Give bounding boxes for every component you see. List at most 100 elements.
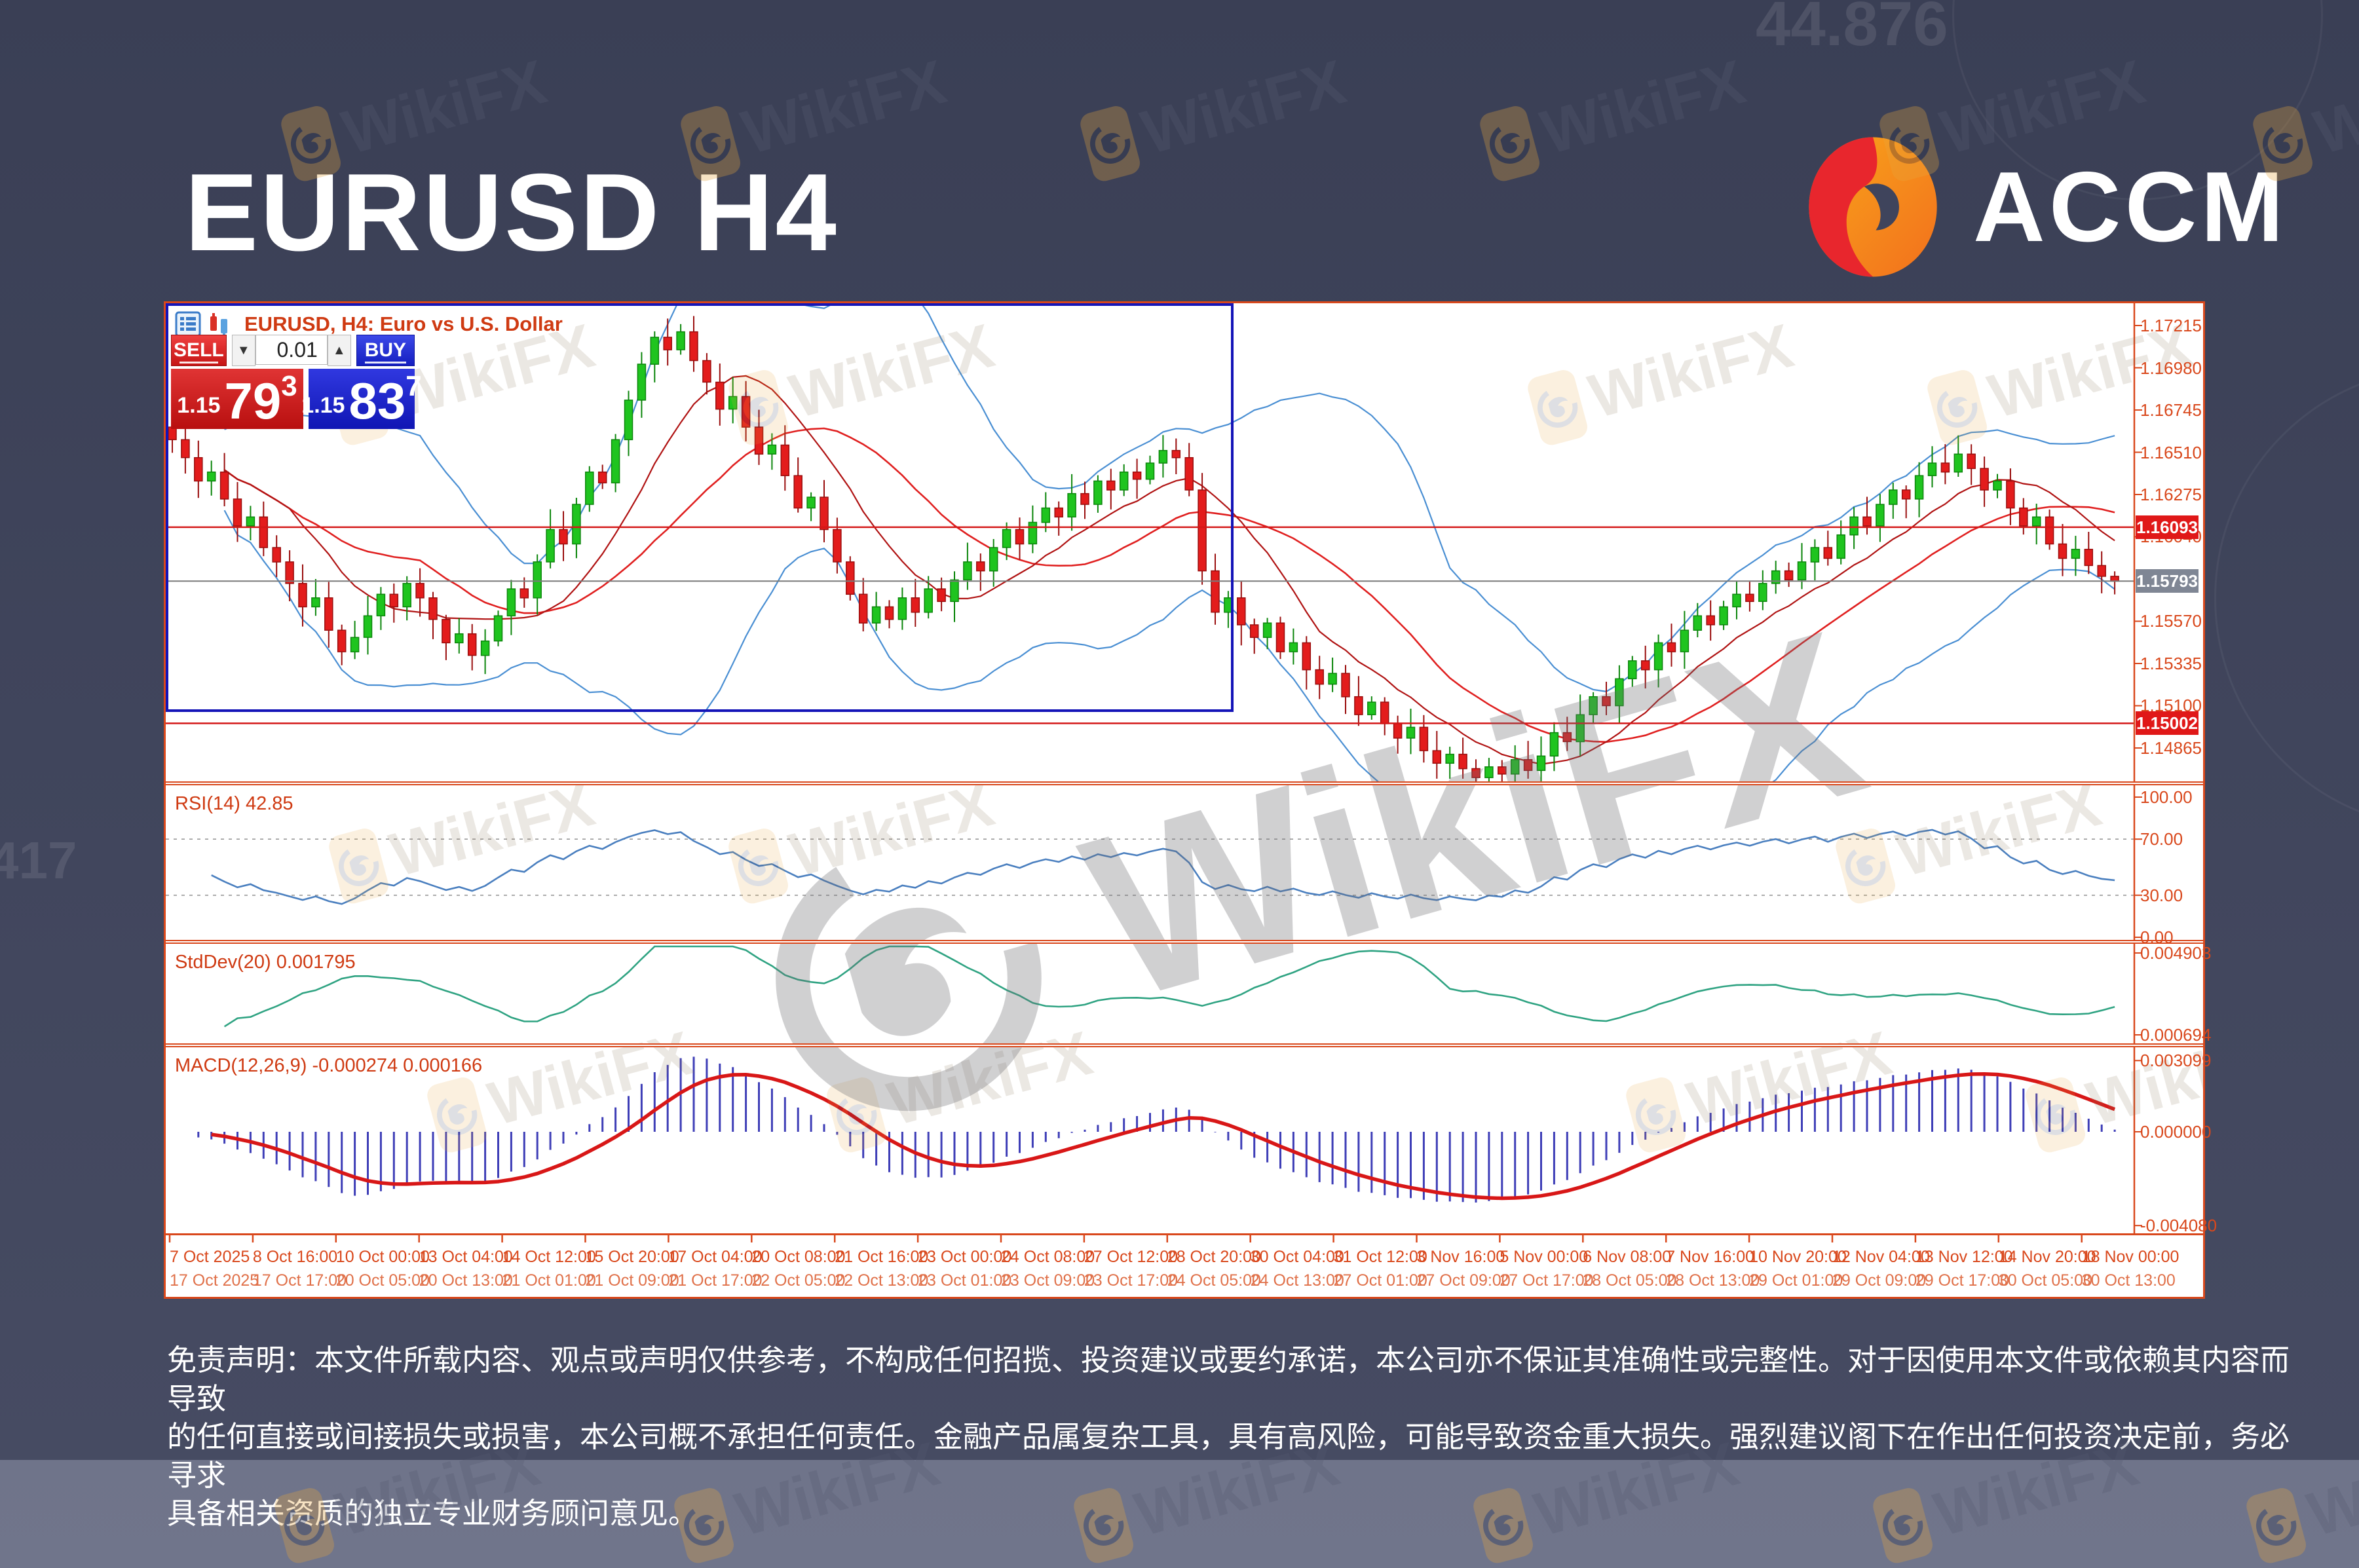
main-panel	[166, 303, 2134, 781]
time-tick-label: 29 Oct 01:00	[1749, 1271, 1843, 1290]
time-tick-label: 24 Oct 13:00	[1250, 1271, 1344, 1290]
price-tick: 1.16745	[2140, 400, 2202, 420]
time-tick-label: 13 Nov 12:00	[1915, 1248, 2013, 1266]
rsi-tick: 0.00	[2140, 927, 2174, 947]
time-tick-label: 24 Oct 05:00	[1167, 1271, 1261, 1290]
time-axis-border	[166, 1233, 2203, 1235]
macd-tick: 0.003099	[2140, 1051, 2212, 1071]
time-tick-label: 28 Oct 05:00	[1583, 1271, 1677, 1290]
bottom-decoration-band	[0, 1460, 2359, 1568]
current-price-badge: 1.15793	[2136, 569, 2199, 593]
background-number-left: 417	[0, 831, 77, 889]
sell-price-prefix: 1.15	[177, 393, 221, 418]
level-price-badge: 1.16093	[2136, 515, 2199, 539]
time-tick-label: 27 Oct 17:00	[1500, 1271, 1594, 1290]
stddev-tick: 0.004903	[2140, 943, 2212, 963]
time-tick-label: 17 Oct 17:00	[252, 1271, 347, 1290]
time-tick-label: 21 Oct 16:00	[835, 1248, 929, 1266]
market-watch-icon[interactable]	[175, 311, 201, 337]
background-circle-decoration	[2214, 367, 2359, 829]
price-tick: 1.16980	[2140, 358, 2202, 378]
price-chart[interactable]	[166, 303, 2203, 1297]
time-tick-label: 15 Oct 20:00	[585, 1248, 679, 1266]
sell-price-sup: 3	[281, 370, 297, 402]
panel-separator[interactable]	[166, 1043, 2203, 1047]
rsi-tick: 30.00	[2140, 885, 2183, 905]
brand-logo-group: ACCM	[1800, 134, 2288, 280]
time-tick-label: 23 Oct 17:00	[1084, 1271, 1179, 1290]
buy-price-panel[interactable]: 1.15 83 7	[301, 369, 422, 429]
buy-button[interactable]: BUY	[356, 335, 415, 366]
time-tick-label: 14 Oct 12:00	[502, 1248, 596, 1266]
chart-type-icon[interactable]	[208, 311, 234, 337]
price-tick: 1.17215	[2140, 316, 2202, 336]
time-tick-label: 30 Oct 05:00	[1998, 1271, 2092, 1290]
stddev-panel	[223, 945, 2115, 1028]
level-price-badge: 1.15002	[2136, 711, 2199, 736]
time-tick-label: 21 Oct 17:00	[668, 1271, 763, 1290]
buy-price-prefix: 1.15	[301, 393, 345, 418]
rsi-tick: 100.00	[2140, 787, 2193, 807]
symbol-title: EURUSD, H4: Euro vs U.S. Dollar	[244, 312, 563, 335]
time-tick-label: 14 Nov 20:00	[1998, 1248, 2096, 1266]
time-tick-label: 29 Oct 17:00	[1915, 1271, 2010, 1290]
panel-separator[interactable]	[166, 781, 2203, 785]
time-tick-label: 20 Oct 08:00	[751, 1248, 846, 1266]
time-tick-label: 17 Oct 2025	[170, 1271, 259, 1290]
volume-input[interactable]: 0.01	[255, 335, 328, 365]
brand-name: ACCM	[1973, 151, 2288, 263]
one-click-trading-widget: SELL ▼ 0.01 ▲ BUY 1.15 79 3 1.15 83 7	[171, 335, 422, 429]
time-tick-label: 5 Nov 00:00	[1500, 1248, 1589, 1266]
time-tick-label: 27 Oct 12:00	[1084, 1248, 1179, 1266]
time-tick-label: 17 Oct 04:00	[668, 1248, 763, 1266]
time-tick-label: 28 Oct 13:00	[1666, 1271, 1760, 1290]
trading-chart-window[interactable]: WikiFX WikiFX WikiFX WikiFX WikiFX WikiF…	[164, 301, 2217, 1299]
time-tick-label: 21 Oct 01:00	[502, 1271, 596, 1290]
price-tick: 1.15570	[2140, 611, 2202, 631]
time-tick-label: 12 Nov 04:00	[1832, 1248, 1930, 1266]
time-tick-label: 20 Oct 05:00	[335, 1271, 430, 1290]
time-tick-label: 22 Oct 13:00	[835, 1271, 929, 1290]
rsi-tick: 70.00	[2140, 829, 2183, 849]
stddev-panel-label: StdDev(20) 0.001795	[175, 952, 356, 973]
sell-button[interactable]: SELL	[171, 335, 227, 366]
stddev-tick: 0.000694	[2140, 1025, 2212, 1045]
buy-price-sup: 7	[406, 370, 422, 402]
accm-logo-icon	[1809, 137, 1937, 277]
time-tick-label: 10 Nov 20:00	[1749, 1248, 1847, 1266]
macd-tick: 0.000000	[2140, 1122, 2212, 1142]
price-tick: 1.14865	[2140, 737, 2202, 758]
price-tick: 1.16510	[2140, 442, 2202, 462]
macd-panel	[197, 1056, 2116, 1203]
background-number-topright: 44.876	[1756, 0, 1948, 59]
time-tick-label: 23 Oct 09:00	[1001, 1271, 1095, 1290]
panel-separator[interactable]	[166, 940, 2203, 944]
time-tick-label: 22 Oct 05:00	[751, 1271, 846, 1290]
time-tick-label: 30 Oct 04:00	[1250, 1248, 1344, 1266]
time-tick-label: 7 Nov 16:00	[1666, 1248, 1755, 1266]
time-tick-label: 23 Oct 00:00	[918, 1248, 1012, 1266]
time-tick-label: 13 Oct 04:00	[419, 1248, 513, 1266]
wikifx-watermark: WikiFX	[1076, 45, 1353, 186]
volume-up-button[interactable]: ▲	[327, 335, 351, 366]
time-tick-label: 30 Oct 13:00	[2081, 1271, 2176, 1290]
rsi-panel-label: RSI(14) 42.85	[175, 793, 293, 814]
time-tick-label: 18 Nov 00:00	[2081, 1248, 2180, 1266]
sell-price-panel[interactable]: 1.15 79 3	[171, 369, 303, 429]
time-tick-label: 10 Oct 00:00	[335, 1248, 430, 1266]
time-tick-label: 28 Oct 20:00	[1167, 1248, 1261, 1266]
chart-header: EURUSD, H4: Euro vs U.S. Dollar	[175, 311, 563, 337]
time-tick-label: 21 Oct 09:00	[585, 1271, 679, 1290]
page-title: EURUSD H4	[185, 151, 839, 274]
time-tick-label: 8 Oct 16:00	[252, 1248, 338, 1266]
volume-stepper: ▼ 0.01 ▲	[231, 335, 351, 366]
time-tick-label: 6 Nov 08:00	[1583, 1248, 1672, 1266]
time-tick-label: 20 Oct 13:00	[419, 1271, 513, 1290]
disclaimer: 免责声明：本文件所载内容、观点或声明仅供参考，不构成任何招揽、投资建议或要约承诺…	[167, 1343, 2290, 1530]
time-tick-label: 7 Oct 2025	[170, 1248, 250, 1266]
volume-down-button[interactable]: ▼	[231, 335, 255, 366]
time-tick-label: 23 Oct 01:00	[918, 1271, 1012, 1290]
macd-tick: -0.004080	[2140, 1216, 2217, 1236]
sell-price-big: 79	[224, 371, 282, 430]
time-tick-label: 27 Oct 09:00	[1416, 1271, 1511, 1290]
